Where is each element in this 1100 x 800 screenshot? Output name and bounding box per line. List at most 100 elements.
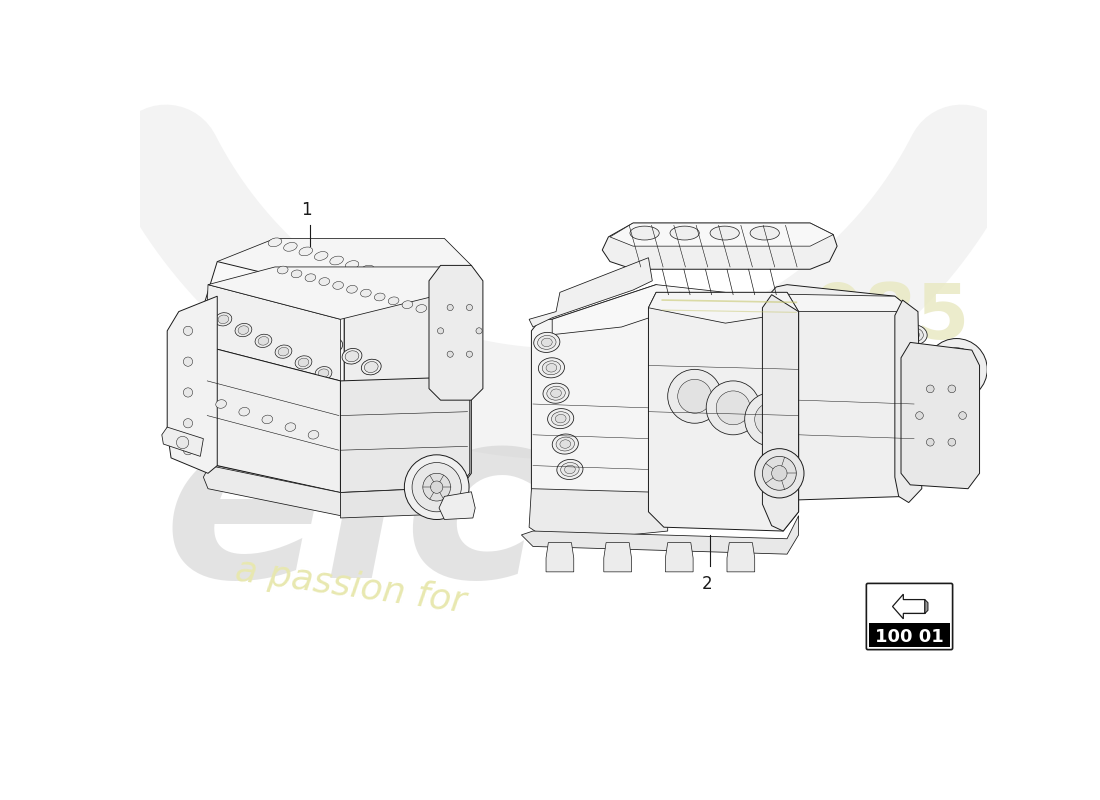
Ellipse shape [911,356,922,364]
Ellipse shape [284,242,297,251]
Ellipse shape [330,256,343,265]
Polygon shape [429,266,483,400]
Ellipse shape [361,359,382,375]
Circle shape [184,446,192,455]
Ellipse shape [216,400,227,408]
Circle shape [946,358,967,380]
Ellipse shape [376,270,389,278]
Polygon shape [680,292,914,312]
Ellipse shape [345,350,359,362]
Ellipse shape [905,375,932,395]
Ellipse shape [430,309,440,316]
Circle shape [937,412,968,442]
Ellipse shape [630,226,659,240]
Ellipse shape [908,401,934,421]
Polygon shape [901,342,980,489]
Ellipse shape [299,247,312,256]
Polygon shape [162,427,204,456]
Ellipse shape [542,361,561,374]
Polygon shape [531,285,680,527]
Circle shape [184,388,192,397]
Ellipse shape [905,328,923,342]
Ellipse shape [392,274,405,283]
Circle shape [422,474,451,501]
Ellipse shape [346,286,358,293]
Ellipse shape [921,458,931,466]
Text: 2: 2 [702,575,713,593]
Text: a passion for: a passion for [233,554,468,619]
Ellipse shape [538,335,556,350]
Polygon shape [762,294,799,531]
Ellipse shape [295,356,312,369]
Ellipse shape [918,432,928,441]
Polygon shape [167,296,218,474]
Polygon shape [204,466,341,516]
Ellipse shape [910,378,928,393]
Ellipse shape [326,340,340,351]
Circle shape [926,438,934,446]
Ellipse shape [239,407,250,416]
Ellipse shape [546,363,557,372]
Polygon shape [529,258,652,327]
Ellipse shape [557,459,583,479]
Ellipse shape [319,278,330,286]
Text: 1: 1 [301,202,312,219]
Ellipse shape [903,350,929,370]
Ellipse shape [258,337,268,345]
Circle shape [755,449,804,498]
Ellipse shape [915,406,926,415]
Circle shape [466,351,473,358]
Ellipse shape [287,318,301,330]
Polygon shape [892,594,925,619]
Ellipse shape [262,415,273,424]
Circle shape [678,379,712,414]
Polygon shape [529,489,668,542]
Text: es: es [594,325,860,527]
Ellipse shape [908,353,925,367]
Ellipse shape [268,238,282,246]
Ellipse shape [909,330,920,339]
Ellipse shape [305,274,316,282]
Text: 085: 085 [810,281,970,354]
Circle shape [948,385,956,393]
Polygon shape [649,292,799,531]
Bar [869,623,949,646]
Ellipse shape [255,334,272,347]
Ellipse shape [364,362,378,373]
Text: 100 01: 100 01 [876,627,944,646]
Ellipse shape [276,348,297,363]
Ellipse shape [261,339,274,350]
Polygon shape [666,542,693,572]
Ellipse shape [403,301,412,309]
Polygon shape [206,285,341,381]
Ellipse shape [913,382,924,390]
Ellipse shape [345,261,359,270]
Circle shape [772,466,788,481]
Ellipse shape [374,293,385,301]
Ellipse shape [238,326,258,342]
Ellipse shape [342,349,362,364]
Ellipse shape [315,370,336,385]
Ellipse shape [534,332,560,353]
Circle shape [935,348,978,391]
Circle shape [184,326,192,335]
Polygon shape [609,223,834,246]
Ellipse shape [275,345,292,358]
Ellipse shape [561,462,579,477]
Circle shape [176,436,189,449]
Ellipse shape [564,466,575,474]
Ellipse shape [901,325,927,345]
Ellipse shape [315,366,332,380]
Ellipse shape [670,226,700,240]
Circle shape [438,328,443,334]
Circle shape [706,381,760,435]
Ellipse shape [299,361,312,372]
Ellipse shape [551,412,570,426]
Ellipse shape [235,323,252,337]
Circle shape [184,357,192,366]
Ellipse shape [912,404,931,418]
Circle shape [405,455,469,519]
Ellipse shape [278,347,289,356]
Ellipse shape [407,279,420,288]
Polygon shape [768,285,917,500]
